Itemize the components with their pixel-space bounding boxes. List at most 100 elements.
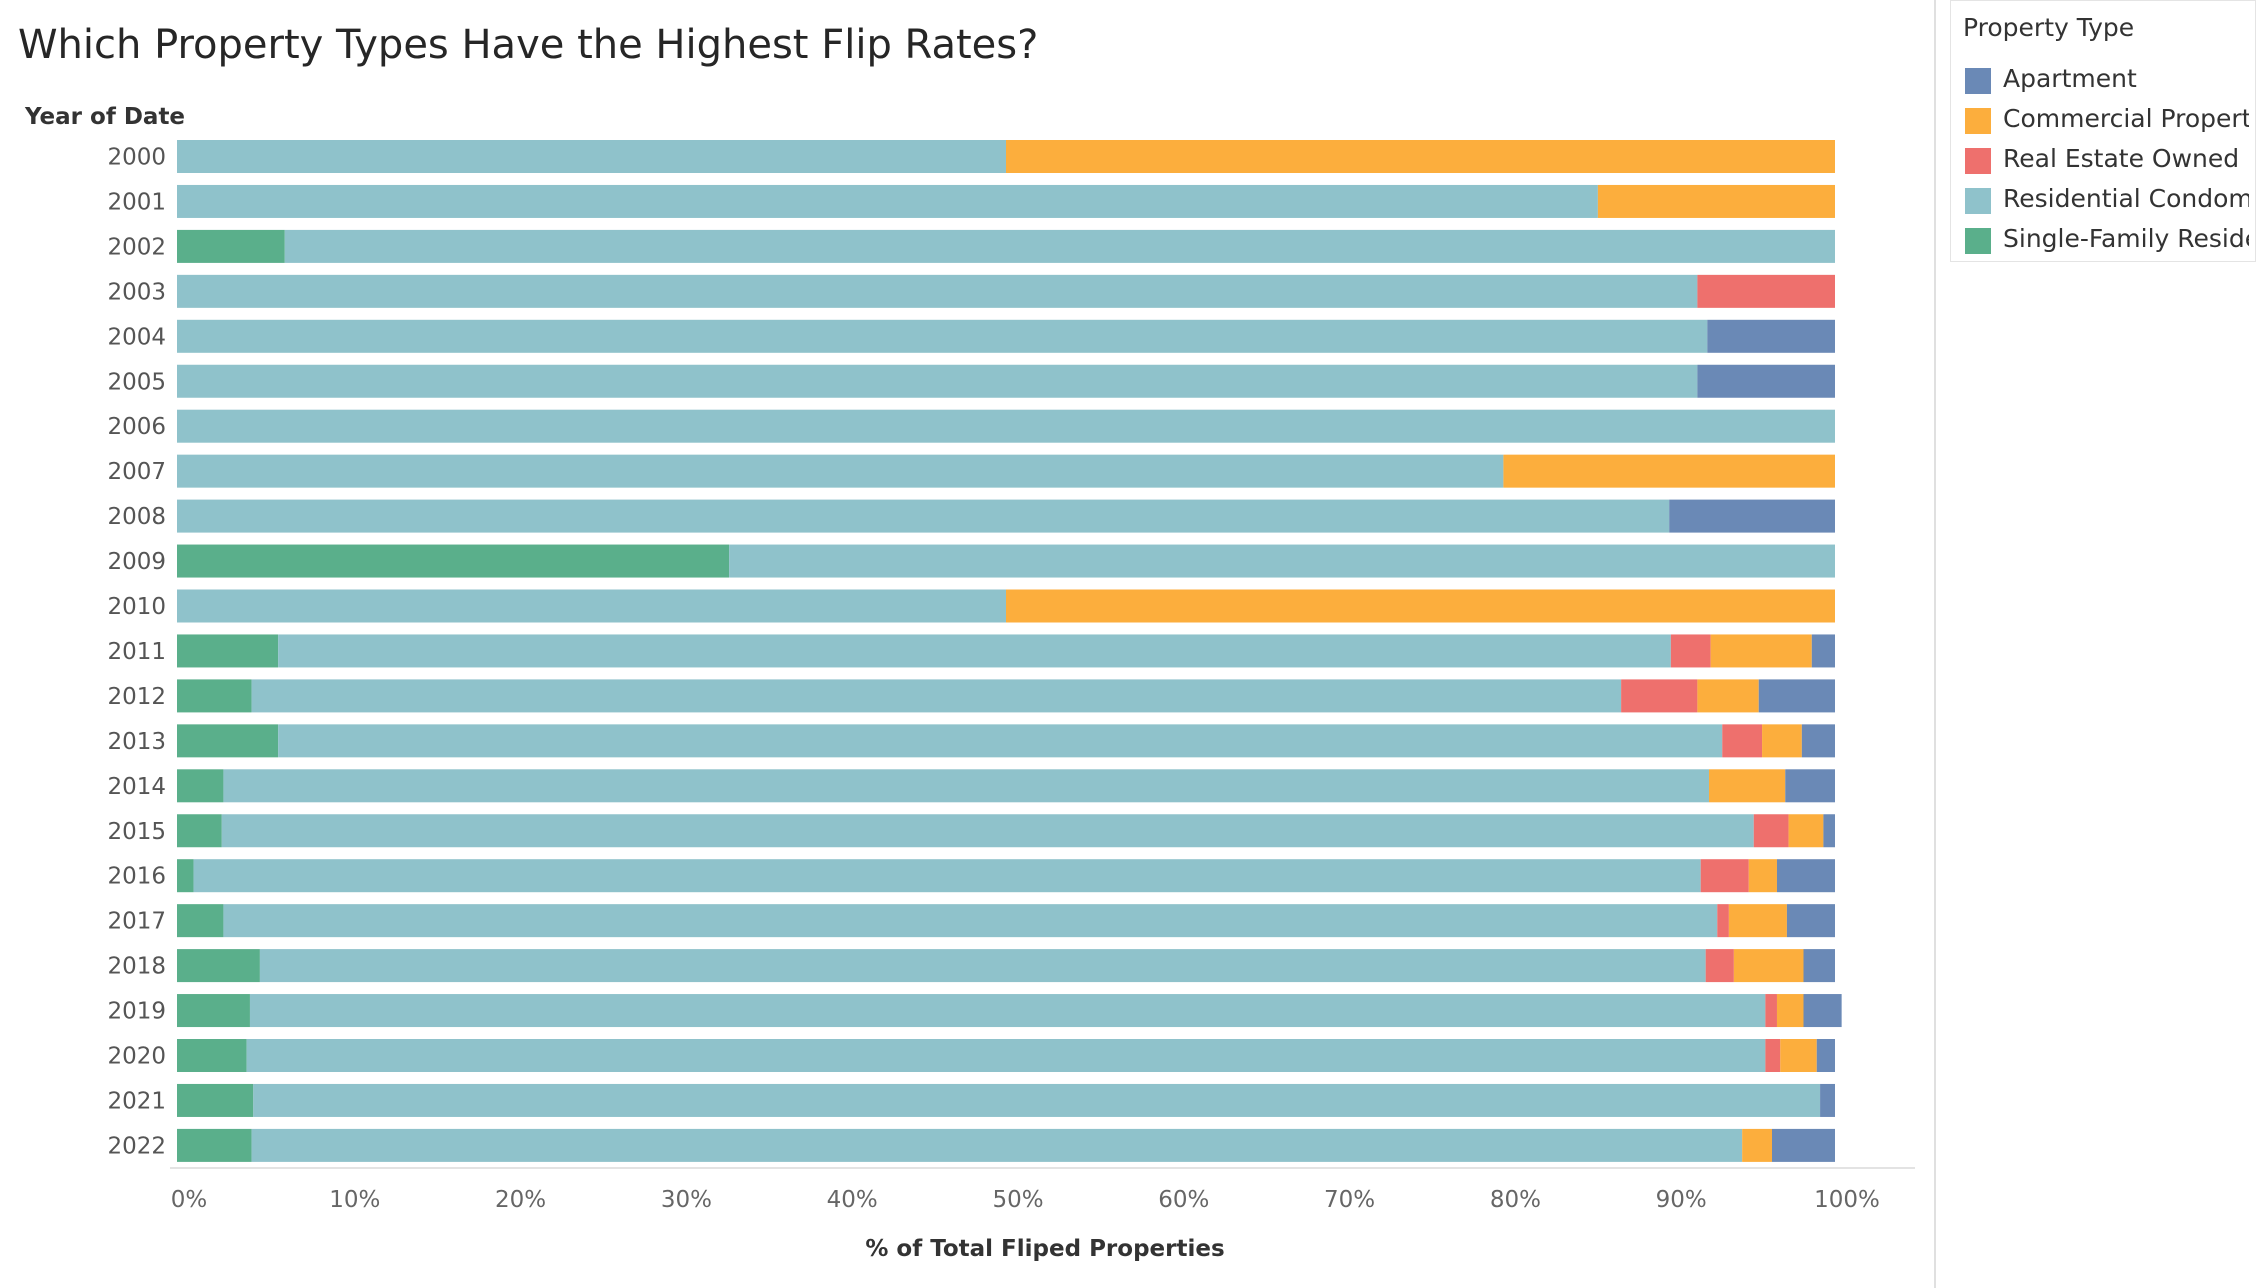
bar-segment-2002-residential-condomi[interactable] [284,229,1835,263]
year-label-2018: 2018 [107,954,166,980]
bar-segment-2009-residential-condomi[interactable] [729,544,1835,578]
bar-segment-2005-apartment[interactable] [1697,364,1835,398]
year-label-2016: 2016 [107,864,166,890]
bar-segment-2019-residential-condomi[interactable] [249,994,1766,1028]
legend-label-residential-condominium: Residential Condomi.. [2003,184,2249,213]
x-tick-label-30: 30% [661,1187,712,1213]
bar-segment-2011-apartment[interactable] [1811,634,1835,668]
x-tick-label-50: 50% [992,1187,1043,1213]
bar-segment-2012-single-family-reside[interactable] [177,679,252,713]
bar-segment-2011-residential-condomi[interactable] [278,634,1671,668]
legend-item-real-estate-owned[interactable]: Real Estate Owned [1959,143,2249,177]
year-label-2022: 2022 [107,1133,166,1159]
bar-segment-2010-residential-condomi[interactable] [177,589,1006,623]
bar-segment-2019-real-estate-owned[interactable] [1765,994,1777,1028]
bar-segment-2022-single-family-reside[interactable] [177,1128,252,1162]
legend-label-real-estate-owned: Real Estate Owned [2003,144,2240,173]
bar-segment-2021-apartment[interactable] [1820,1083,1835,1117]
year-label-2020: 2020 [107,1044,166,1070]
bar-segment-2020-real-estate-owned[interactable] [1765,1039,1781,1072]
bar-segment-2017-residential-condomi[interactable] [223,904,1718,938]
bar-segment-2016-apartment[interactable] [1776,859,1835,893]
bar-segment-2014-residential-condomi[interactable] [223,769,1709,803]
bar-segment-2020-apartment[interactable] [1816,1039,1835,1072]
bar-segment-2004-apartment[interactable] [1707,319,1835,353]
bar-segment-2019-single-family-reside[interactable] [177,994,250,1028]
legend-swatch-commercial-property [1965,108,1991,134]
bar-segment-2013-commercial-property[interactable] [1762,724,1802,758]
bar-segment-2015-single-family-reside[interactable] [177,814,222,848]
bar-segment-2017-commercial-property[interactable] [1728,904,1787,938]
bar-segment-2013-residential-condomi[interactable] [278,724,1723,758]
bar-segment-2013-real-estate-owned[interactable] [1722,724,1763,758]
bar-row-2004 [177,319,1835,353]
bar-segment-2013-single-family-reside[interactable] [177,724,279,758]
bar-segment-2015-commercial-property[interactable] [1788,814,1824,848]
bar-segment-2018-apartment[interactable] [1803,949,1835,983]
legend-item-commercial-property[interactable]: Commercial Property [1959,103,2249,137]
bar-segment-2019-commercial-property[interactable] [1776,994,1804,1028]
bar-segment-2012-commercial-property[interactable] [1697,679,1759,713]
bar-segment-2009-single-family-reside[interactable] [177,544,730,578]
bar-segment-2017-apartment[interactable] [1786,904,1835,938]
bar-row-2022 [177,1128,1835,1162]
bar-segment-2018-single-family-reside[interactable] [177,949,260,983]
bar-segment-2000-residential-condomi[interactable] [177,140,1006,173]
bar-segment-2019-apartment[interactable] [1803,994,1842,1028]
bar-segment-2011-real-estate-owned[interactable] [1670,634,1711,668]
x-tick-label-40: 40% [827,1187,878,1213]
bars-layer [177,140,1842,1162]
bar-segment-2011-commercial-property[interactable] [1710,634,1812,668]
bar-segment-2012-residential-condomi[interactable] [251,679,1622,713]
bar-segment-2012-real-estate-owned[interactable] [1621,679,1698,713]
bar-segment-2021-residential-condomi[interactable] [253,1083,1821,1117]
bar-segment-2022-residential-condomi[interactable] [251,1128,1743,1162]
bar-segment-2002-single-family-reside[interactable] [177,229,285,263]
x-tick-label-90: 90% [1656,1187,1707,1213]
bar-segment-2018-commercial-property[interactable] [1733,949,1804,983]
bar-segment-2016-commercial-property[interactable] [1748,859,1777,893]
bar-segment-2003-residential-condomi[interactable] [177,274,1698,308]
bar-segment-2014-single-family-reside[interactable] [177,769,224,803]
bar-segment-2010-commercial-property[interactable] [1006,589,1835,623]
x-tick-label-0: 0% [171,1187,208,1213]
bar-segment-2015-apartment[interactable] [1823,814,1835,848]
bar-segment-2014-commercial-property[interactable] [1708,769,1786,803]
legend-item-apartment[interactable]: Apartment [1959,63,2249,97]
bar-segment-2012-apartment[interactable] [1758,679,1835,713]
year-label-2010: 2010 [107,594,166,620]
legend-item-single-family-residence[interactable]: Single-Family Reside.. [1959,223,2249,257]
bar-segment-2016-residential-condomi[interactable] [193,859,1701,893]
bar-segment-2022-commercial-property[interactable] [1742,1128,1772,1162]
bar-segment-2007-residential-condomi[interactable] [177,454,1504,488]
bar-segment-2015-residential-condomi[interactable] [221,814,1754,848]
bar-segment-2018-residential-condomi[interactable] [259,949,1706,983]
bar-segment-2020-residential-condomi[interactable] [246,1039,1766,1072]
bar-segment-2020-single-family-reside[interactable] [177,1039,247,1072]
legend-item-residential-condominium[interactable]: Residential Condomi.. [1959,183,2249,217]
bar-segment-2016-real-estate-owned[interactable] [1700,859,1749,893]
bar-segment-2003-real-estate-owned[interactable] [1697,274,1835,308]
bar-segment-2020-commercial-property[interactable] [1780,1039,1817,1072]
bar-segment-2016-single-family-reside[interactable] [177,859,194,893]
bar-segment-2015-real-estate-owned[interactable] [1753,814,1789,848]
bar-segment-2021-single-family-reside[interactable] [177,1083,254,1117]
panel-divider [1934,0,1936,1288]
bar-segment-2018-real-estate-owned[interactable] [1705,949,1734,983]
bar-segment-2001-residential-condomi[interactable] [177,184,1598,218]
bar-segment-2011-single-family-reside[interactable] [177,634,279,668]
bar-segment-2013-apartment[interactable] [1801,724,1835,758]
bar-segment-2017-real-estate-owned[interactable] [1717,904,1729,938]
bar-segment-2006-residential-condomi[interactable] [177,409,1835,443]
bar-segment-2004-residential-condomi[interactable] [177,319,1708,353]
bar-segment-2008-apartment[interactable] [1669,499,1835,533]
stacked-bar-chart: Year of Date 200020012002200320042005200… [24,104,1915,1262]
bar-segment-2000-commercial-property[interactable] [1006,140,1835,173]
bar-segment-2014-apartment[interactable] [1785,769,1835,803]
bar-segment-2005-residential-condomi[interactable] [177,364,1698,398]
bar-segment-2017-single-family-reside[interactable] [177,904,224,938]
bar-segment-2008-residential-condomi[interactable] [177,499,1670,533]
bar-segment-2001-commercial-property[interactable] [1597,184,1835,218]
bar-segment-2007-commercial-property[interactable] [1503,454,1835,488]
bar-segment-2022-apartment[interactable] [1771,1128,1835,1162]
